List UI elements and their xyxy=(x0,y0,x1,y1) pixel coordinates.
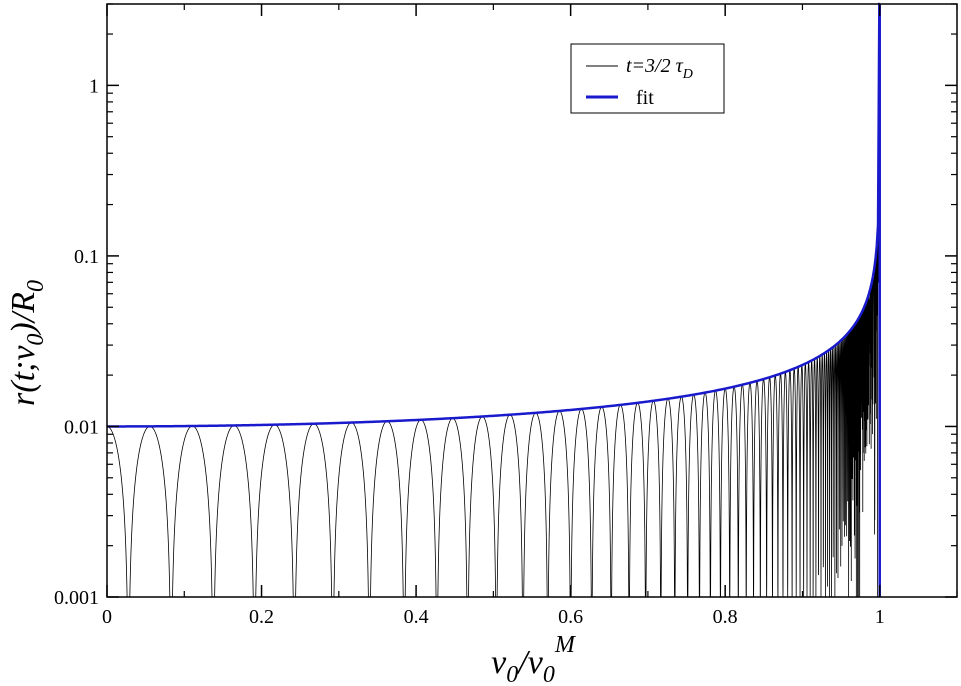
y-tick-label: 0.01 xyxy=(64,416,99,438)
legend-label-series-1: t=3/2 τD xyxy=(626,55,693,82)
y-axis-title: r(t;v0)/R0 xyxy=(5,280,49,406)
y-axis-ticks: 0.001 0.01 0.1 1 xyxy=(54,3,957,609)
x-tick-label: 0.2 xyxy=(249,606,274,628)
x-axis-ticks: 0 0.2 0.4 0.6 0.8 1 xyxy=(102,4,958,628)
x-tick-label: 0.4 xyxy=(404,606,429,628)
y-tick-label: 0.001 xyxy=(54,587,99,609)
plot-area xyxy=(107,2,881,598)
plot-frame xyxy=(106,3,958,598)
legend-label-series-2: fit xyxy=(636,87,654,109)
legend: t=3/2 τD fit xyxy=(570,43,725,114)
series-line-fit xyxy=(107,2,881,428)
x-axis-title: v0/v0M xyxy=(491,632,577,686)
series-line-oscillation xyxy=(107,3,880,598)
legend-box xyxy=(570,43,725,114)
x-tick-label: 0.8 xyxy=(713,606,738,628)
y-tick-label: 0.1 xyxy=(74,246,99,268)
x-tick-label: 1 xyxy=(875,606,885,628)
x-axis-title-sub1: 0 xyxy=(506,662,518,686)
axes-frame xyxy=(106,3,958,598)
y-tick-label: 1 xyxy=(89,75,99,97)
x-tick-label: 0.6 xyxy=(558,606,583,628)
x-tick-label: 0 xyxy=(102,606,112,628)
